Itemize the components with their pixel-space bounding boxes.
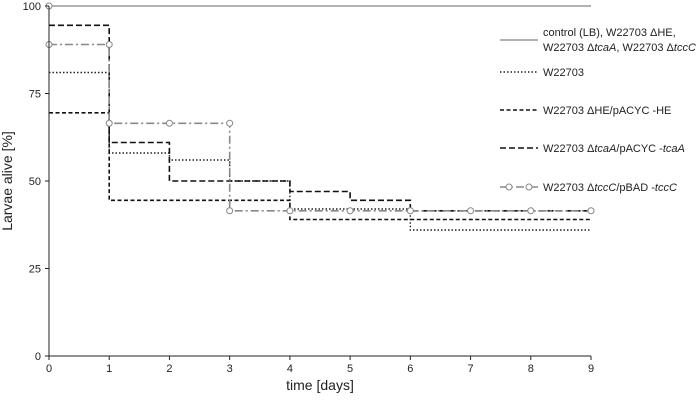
series-5-marker-4 bbox=[105, 119, 113, 127]
series-5-marker-13 bbox=[587, 207, 595, 215]
y-tick-label-25: 25 bbox=[29, 264, 41, 276]
legend-label-4-line-1: W22703 ΔtcaA/pACYC -tcaA bbox=[543, 143, 685, 155]
series-5-marker-10 bbox=[406, 207, 414, 215]
series-5-marker-9 bbox=[346, 207, 354, 215]
series-5-marker-6 bbox=[226, 119, 234, 127]
ticks-layer: 0 1 2 3 4 5 6 7 8 9 0 25 50 75 100 bbox=[23, 1, 594, 375]
series-5-marker-5 bbox=[165, 119, 173, 127]
legend-label-1-line-1: control (LB), W22703 ΔHE, bbox=[543, 27, 676, 39]
legend-marker-5-a bbox=[505, 183, 513, 191]
x-axis-title: time [days] bbox=[286, 377, 354, 393]
legend-label-3-line-1: W22703 ΔHE/pACYC -HE bbox=[543, 105, 671, 117]
x-tick-label-6: 6 bbox=[407, 363, 413, 375]
series-4-line bbox=[49, 24, 591, 212]
series-layer bbox=[45, 2, 595, 231]
legend-label-2-line-1: W22703 bbox=[543, 67, 584, 79]
legend-marker-5-b bbox=[525, 183, 533, 191]
y-tick-label-75: 75 bbox=[29, 89, 41, 101]
series-5-marker-7 bbox=[226, 207, 234, 215]
series-5-marker-3 bbox=[105, 41, 113, 48]
series-2-line bbox=[49, 71, 591, 231]
series-5-marker-11 bbox=[467, 207, 475, 215]
x-tick-label-7: 7 bbox=[467, 363, 473, 375]
x-tick-label-8: 8 bbox=[528, 363, 534, 375]
x-tick-label-2: 2 bbox=[166, 363, 172, 375]
x-tick-label-1: 1 bbox=[106, 363, 112, 375]
legend-label-5-line-1: W22703 ΔtccC/pBAD -tccC bbox=[543, 182, 677, 194]
axes-layer bbox=[48, 6, 591, 357]
y-tick-label-0: 0 bbox=[35, 351, 41, 363]
series-5-marker-12 bbox=[527, 207, 535, 215]
legend: control (LB), W22703 ΔHE, W22703 ΔtcaA, W… bbox=[500, 27, 696, 194]
x-tick-label-3: 3 bbox=[227, 363, 233, 375]
y-axis-title: Larvae alive [%] bbox=[0, 131, 15, 231]
x-tick-label-9: 9 bbox=[588, 363, 594, 375]
y-tick-label-100: 100 bbox=[23, 1, 41, 13]
x-tick-label-0: 0 bbox=[46, 363, 52, 375]
series-3-line bbox=[49, 112, 591, 221]
x-tick-label-5: 5 bbox=[347, 363, 353, 375]
y-tick-label-50: 50 bbox=[29, 176, 41, 188]
legend-label-1-line-2: W22703 ΔtcaA, W22703 ΔtccC bbox=[543, 42, 696, 54]
series-5-marker-8 bbox=[286, 207, 294, 215]
x-tick-label-4: 4 bbox=[287, 363, 293, 375]
